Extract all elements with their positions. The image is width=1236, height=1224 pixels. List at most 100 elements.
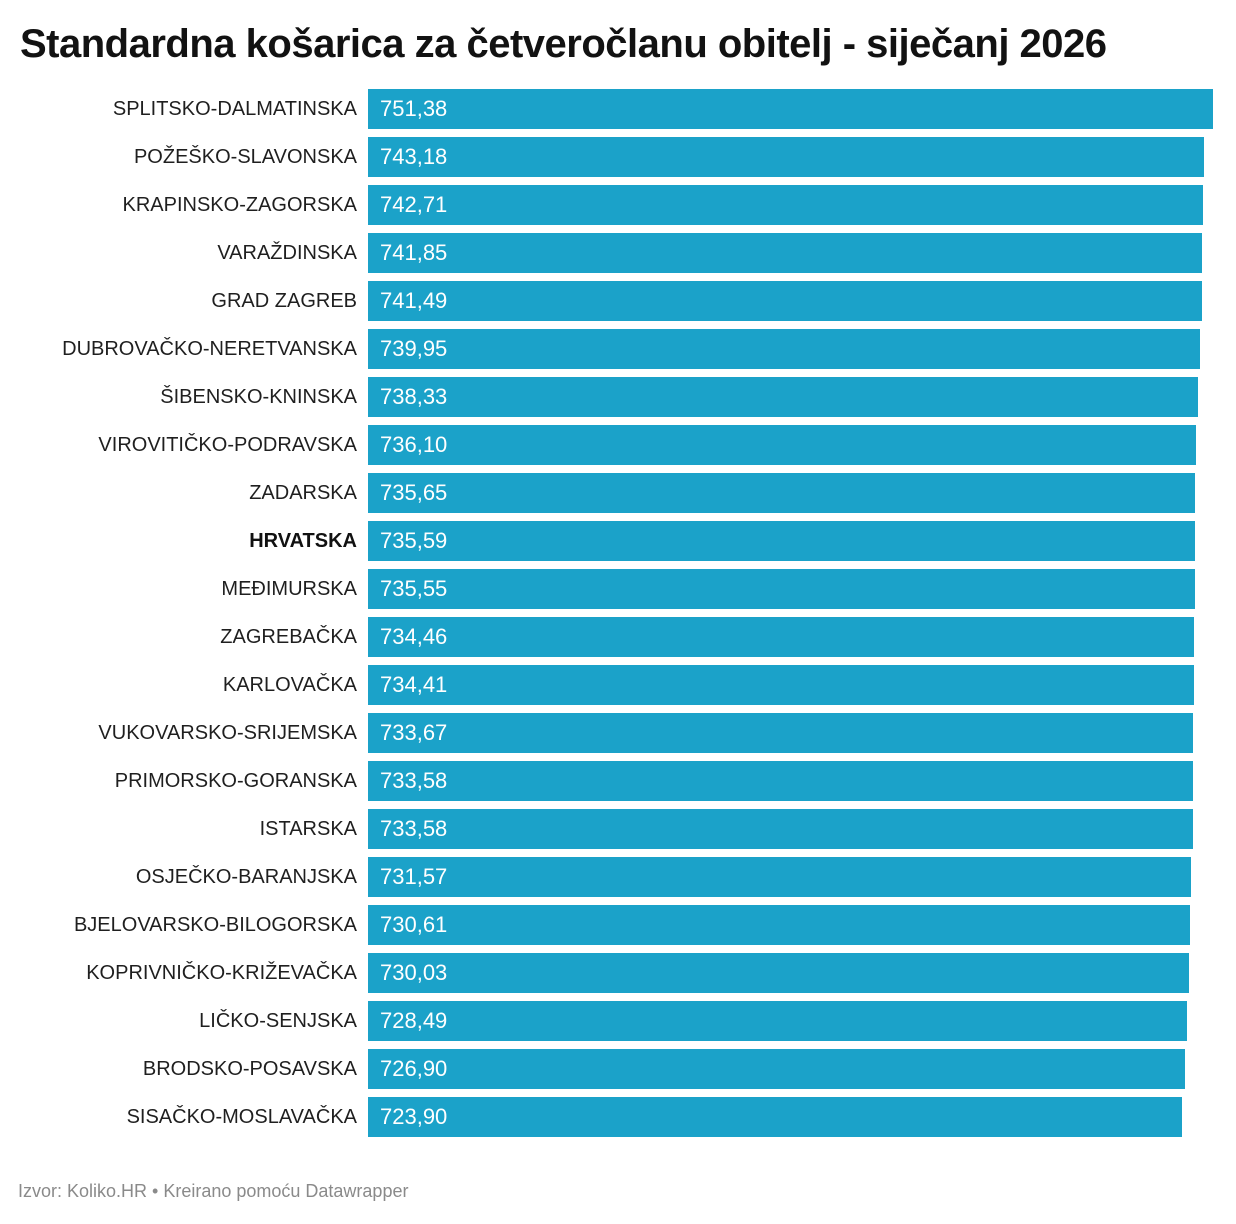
value-label: 743,18: [380, 144, 448, 169]
value-bar: 735,65: [368, 473, 1196, 513]
category-label: VIROVITIČKO-PODRAVSKA: [98, 433, 357, 456]
category-label: VUKOVARSKO-SRIJEMSKA: [98, 721, 357, 744]
value-bar: 731,57: [368, 857, 1191, 897]
bar-row: VARAŽDINSKA 741,85: [0, 233, 1236, 273]
value-bar: 730,61: [368, 905, 1190, 945]
bar-track: 741,49: [368, 281, 1213, 321]
page-title: Standardna košarica za četveročlanu obit…: [20, 22, 1107, 66]
category-label: KRAPINSKO-ZAGORSKA: [122, 193, 358, 216]
bar-row: KRAPINSKO-ZAGORSKA 742,71: [0, 185, 1236, 225]
value-label: 728,49: [380, 1008, 448, 1033]
value-bar: 738,33: [368, 377, 1199, 417]
bar-row: GRAD ZAGREB 741,49: [0, 281, 1236, 321]
value-label: 738,33: [380, 384, 448, 409]
bar-row: KARLOVAČKA 734,41: [0, 665, 1236, 705]
value-bar: 739,95: [368, 329, 1201, 369]
bar-track: 741,85: [368, 233, 1213, 273]
bar-row: SISAČKO-MOSLAVAČKA 723,90: [0, 1097, 1236, 1137]
value-label: 731,57: [380, 864, 448, 889]
bar-track: 734,41: [368, 665, 1213, 705]
bar-track: 731,57: [368, 857, 1213, 897]
value-label: 734,46: [380, 624, 448, 649]
value-bar: 741,49: [368, 281, 1202, 321]
category-label: MEĐIMURSKA: [221, 577, 357, 600]
category-label: PRIMORSKO-GORANSKA: [114, 769, 357, 792]
value-label: 741,85: [380, 240, 448, 265]
category-label: ŠIBENSKO-KNINSKA: [160, 385, 357, 408]
value-label: 733,58: [380, 768, 448, 793]
value-bar: 751,38: [368, 89, 1213, 129]
bar-track: 733,58: [368, 761, 1213, 801]
value-bar: 736,10: [368, 425, 1196, 465]
value-label: 733,67: [380, 720, 448, 745]
value-label: 735,65: [380, 480, 448, 505]
category-label: OSJEČKO-BARANJSKA: [135, 865, 357, 888]
bar-row: ŠIBENSKO-KNINSKA 738,33: [0, 377, 1236, 417]
value-label: 723,90: [380, 1104, 448, 1129]
category-label: VARAŽDINSKA: [217, 241, 357, 264]
bar-row: DUBROVAČKO-NERETVANSKA 739,95: [0, 329, 1236, 369]
bar-track: 733,67: [368, 713, 1213, 753]
bar-chart: SPLITSKO-DALMATINSKA 751,38 POŽEŠKO-SLAVON…: [0, 89, 1236, 1145]
value-label: 742,71: [380, 192, 448, 217]
bar-track: 735,55: [368, 569, 1213, 609]
category-label: ZADARSKA: [249, 481, 357, 504]
value-label: 735,55: [380, 576, 448, 601]
value-label: 739,95: [380, 336, 448, 361]
category-label: KOPRIVNIČKO-KRIŽEVAČKA: [86, 961, 357, 984]
value-label: 751,38: [380, 96, 448, 121]
bar-row: BJELOVARSKO-BILOGORSKA 730,61: [0, 905, 1236, 945]
value-bar: 723,90: [368, 1097, 1183, 1137]
value-bar: 742,71: [368, 185, 1204, 225]
bar-row: POŽEŠKO-SLAVONSKA 743,18: [0, 137, 1236, 177]
category-label: LIČKO-SENJSKA: [199, 1009, 357, 1032]
bar-row: ZADARSKA 735,65: [0, 473, 1236, 513]
bar-row: VUKOVARSKO-SRIJEMSKA 733,67: [0, 713, 1236, 753]
value-bar: 734,46: [368, 617, 1194, 657]
bar-row: BRODSKO-POSAVSKA 726,90: [0, 1049, 1236, 1089]
value-bar: 743,18: [368, 137, 1204, 177]
category-label: DUBROVAČKO-NERETVANSKA: [62, 337, 357, 360]
bar-row: SPLITSKO-DALMATINSKA 751,38: [0, 89, 1236, 129]
bar-track: 734,46: [368, 617, 1213, 657]
value-bar: 733,67: [368, 713, 1194, 753]
bar-track: 728,49: [368, 1001, 1213, 1041]
category-label: BRODSKO-POSAVSKA: [142, 1057, 357, 1080]
bar-row: OSJEČKO-BARANJSKA 731,57: [0, 857, 1236, 897]
bar-track: 723,90: [368, 1097, 1213, 1137]
bar-row: HRVATSKA 735,59: [0, 521, 1236, 561]
value-bar: 726,90: [368, 1049, 1186, 1089]
bar-track: 730,03: [368, 953, 1213, 993]
category-label: GRAD ZAGREB: [211, 289, 357, 312]
value-label: 730,03: [380, 960, 448, 985]
value-label: 730,61: [380, 912, 448, 937]
bar-track: 726,90: [368, 1049, 1213, 1089]
category-label: KARLOVAČKA: [222, 673, 357, 696]
bar-row: KOPRIVNIČKO-KRIŽEVAČKA 730,03: [0, 953, 1236, 993]
value-label: 736,10: [380, 432, 448, 457]
category-label: SPLITSKO-DALMATINSKA: [112, 97, 357, 120]
category-label: HRVATSKA: [249, 529, 357, 552]
value-label: 734,41: [380, 672, 448, 697]
bar-track: 735,59: [368, 521, 1213, 561]
bar-row: MEĐIMURSKA 735,55: [0, 569, 1236, 609]
value-bar: 733,58: [368, 761, 1193, 801]
bar-track: 739,95: [368, 329, 1213, 369]
value-label: 726,90: [380, 1056, 448, 1081]
bar-row: PRIMORSKO-GORANSKA 733,58: [0, 761, 1236, 801]
value-bar: 734,41: [368, 665, 1194, 705]
category-label: ZAGREBAČKA: [220, 625, 357, 648]
value-bar: 735,59: [368, 521, 1196, 561]
bar-track: 743,18: [368, 137, 1213, 177]
bar-track: 742,71: [368, 185, 1213, 225]
value-bar: 735,55: [368, 569, 1196, 609]
category-label: SISAČKO-MOSLAVAČKA: [126, 1105, 357, 1128]
value-label: 741,49: [380, 288, 448, 313]
bar-track: 735,65: [368, 473, 1213, 513]
bar-track: 736,10: [368, 425, 1213, 465]
bar-track: 733,58: [368, 809, 1213, 849]
bar-track: 738,33: [368, 377, 1213, 417]
value-bar: 728,49: [368, 1001, 1188, 1041]
value-label: 735,59: [380, 528, 448, 553]
category-label: POŽEŠKO-SLAVONSKA: [133, 145, 357, 168]
